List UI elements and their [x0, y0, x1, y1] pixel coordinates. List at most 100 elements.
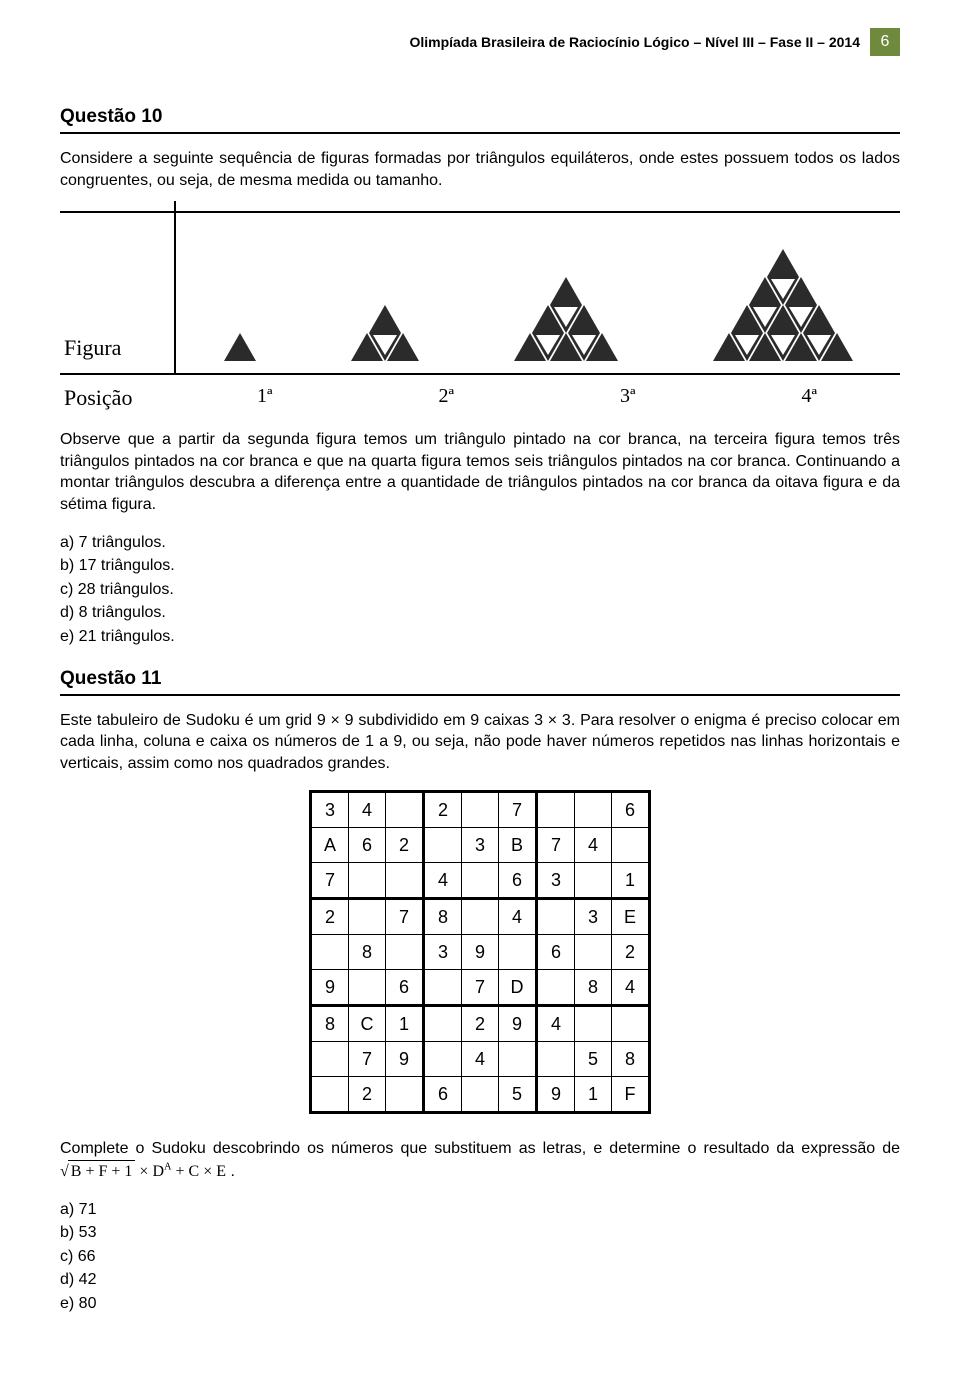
q11-option-e: e) 80	[60, 1293, 900, 1315]
question-10-title: Questão 10	[60, 106, 900, 134]
sudoku-cell: 3	[462, 828, 499, 863]
sudoku-cell: 2	[424, 792, 462, 828]
sudoku-cell: 2	[386, 828, 424, 863]
sudoku-cell	[311, 1042, 349, 1077]
figure-4	[712, 249, 854, 361]
sudoku-cell: 3	[537, 863, 575, 899]
sudoku-cell: 9	[462, 935, 499, 970]
page-header: Olimpíada Brasileira de Raciocínio Lógic…	[60, 28, 900, 56]
sudoku-cell: E	[612, 899, 650, 935]
sudoku-cell: 5	[499, 1077, 537, 1113]
sudoku-cell: 5	[575, 1042, 612, 1077]
sudoku-cell	[537, 1042, 575, 1077]
sudoku-cell: 3	[424, 935, 462, 970]
triangle-figure: Figura	[60, 211, 900, 411]
sudoku-cell: 2	[349, 1077, 386, 1113]
page-number: 6	[870, 28, 900, 56]
q11-option-c: c) 66	[60, 1246, 900, 1268]
sudoku-cell: 9	[311, 970, 349, 1006]
times-2: ×	[203, 1163, 212, 1180]
sudoku-cell: 8	[424, 899, 462, 935]
triangle-sequence	[176, 201, 900, 373]
sudoku-cell: 4	[424, 863, 462, 899]
page: Olimpíada Brasileira de Raciocínio Lógic…	[0, 0, 960, 1374]
sudoku-cell	[424, 970, 462, 1006]
q11-paragraph-2: Complete o Sudoku descobrindo os números…	[60, 1138, 900, 1182]
sudoku-cell	[462, 792, 499, 828]
sudoku-cell	[537, 899, 575, 935]
sudoku-cell	[575, 1006, 612, 1042]
sudoku-cell: 7	[537, 828, 575, 863]
sudoku-cell: 2	[612, 935, 650, 970]
sudoku-cell	[462, 863, 499, 899]
sudoku-cell	[462, 1077, 499, 1113]
sudoku-cell: 6	[386, 970, 424, 1006]
sudoku-cell: 4	[349, 792, 386, 828]
expr-A: A	[164, 1162, 172, 1173]
q10-option-b: b) 17 triângulos.	[60, 555, 900, 577]
sudoku-cell: 4	[575, 828, 612, 863]
sudoku-cell	[311, 935, 349, 970]
sudoku-cell	[349, 970, 386, 1006]
question-11-title: Questão 11	[60, 668, 900, 696]
q11-options: a) 71 b) 53 c) 66 d) 42 e) 80	[60, 1199, 900, 1315]
sudoku-cell: 6	[537, 935, 575, 970]
sudoku-wrapper: 34276A623B747463127843E83962967D848C1294…	[60, 790, 900, 1114]
sudoku-cell	[424, 828, 462, 863]
sudoku-cell: 9	[386, 1042, 424, 1077]
sudoku-cell: 4	[537, 1006, 575, 1042]
sudoku-cell: 6	[612, 792, 650, 828]
q10-option-d: d) 8 triângulos.	[60, 602, 900, 624]
figure-2	[350, 305, 420, 361]
sudoku-cell: 7	[499, 792, 537, 828]
figure-3	[513, 277, 619, 361]
sudoku-cell: F	[612, 1077, 650, 1113]
sudoku-cell	[386, 792, 424, 828]
sudoku-cell	[386, 1077, 424, 1113]
figure-1	[223, 333, 257, 361]
q10-paragraph-1: Considere a seguinte sequência de figura…	[60, 148, 900, 191]
sudoku-cell	[612, 1006, 650, 1042]
figure-label: Figura	[60, 201, 176, 373]
q10-option-c: c) 28 triângulos.	[60, 579, 900, 601]
pos-4: 4ª	[801, 385, 817, 411]
sudoku-cell: 8	[311, 1006, 349, 1042]
sudoku-cell: B	[499, 828, 537, 863]
sudoku-cell	[537, 970, 575, 1006]
sudoku-cell: 9	[537, 1077, 575, 1113]
q11-option-b: b) 53	[60, 1222, 900, 1244]
sudoku-cell	[424, 1042, 462, 1077]
sudoku-cell	[311, 1077, 349, 1113]
sudoku-cell: C	[349, 1006, 386, 1042]
sudoku-cell: 7	[311, 863, 349, 899]
sudoku-cell: 6	[424, 1077, 462, 1113]
sudoku-cell: 6	[349, 828, 386, 863]
sudoku-cell	[499, 1042, 537, 1077]
sudoku-cell: 3	[575, 899, 612, 935]
q11-option-a: a) 71	[60, 1199, 900, 1221]
sudoku-grid: 34276A623B747463127843E83962967D848C1294…	[309, 790, 651, 1114]
pos-1: 1ª	[257, 385, 273, 411]
sudoku-cell	[349, 863, 386, 899]
sudoku-cell: A	[311, 828, 349, 863]
sudoku-cell: 1	[386, 1006, 424, 1042]
sudoku-cell: 6	[499, 863, 537, 899]
q11-paragraph-1: Este tabuleiro de Sudoku é um grid 9 × 9…	[60, 710, 900, 775]
sudoku-cell	[575, 935, 612, 970]
sudoku-cell: D	[499, 970, 537, 1006]
sudoku-cell	[386, 935, 424, 970]
q10-option-e: e) 21 triângulos.	[60, 626, 900, 648]
position-values: 1ª 2ª 3ª 4ª	[174, 385, 900, 411]
sudoku-cell: 2	[311, 899, 349, 935]
position-row: Posição 1ª 2ª 3ª 4ª	[60, 385, 900, 411]
expr-D: D	[152, 1163, 164, 1180]
sudoku-cell: 9	[499, 1006, 537, 1042]
q11-p2-suffix: .	[226, 1163, 235, 1180]
sudoku-cell: 1	[612, 863, 650, 899]
sudoku-cell: 2	[462, 1006, 499, 1042]
expr-E: E	[216, 1163, 226, 1180]
sudoku-cell	[612, 828, 650, 863]
header-title: Olimpíada Brasileira de Raciocínio Lógic…	[409, 28, 870, 56]
sudoku-cell: 4	[612, 970, 650, 1006]
figure-row: Figura	[60, 211, 900, 375]
